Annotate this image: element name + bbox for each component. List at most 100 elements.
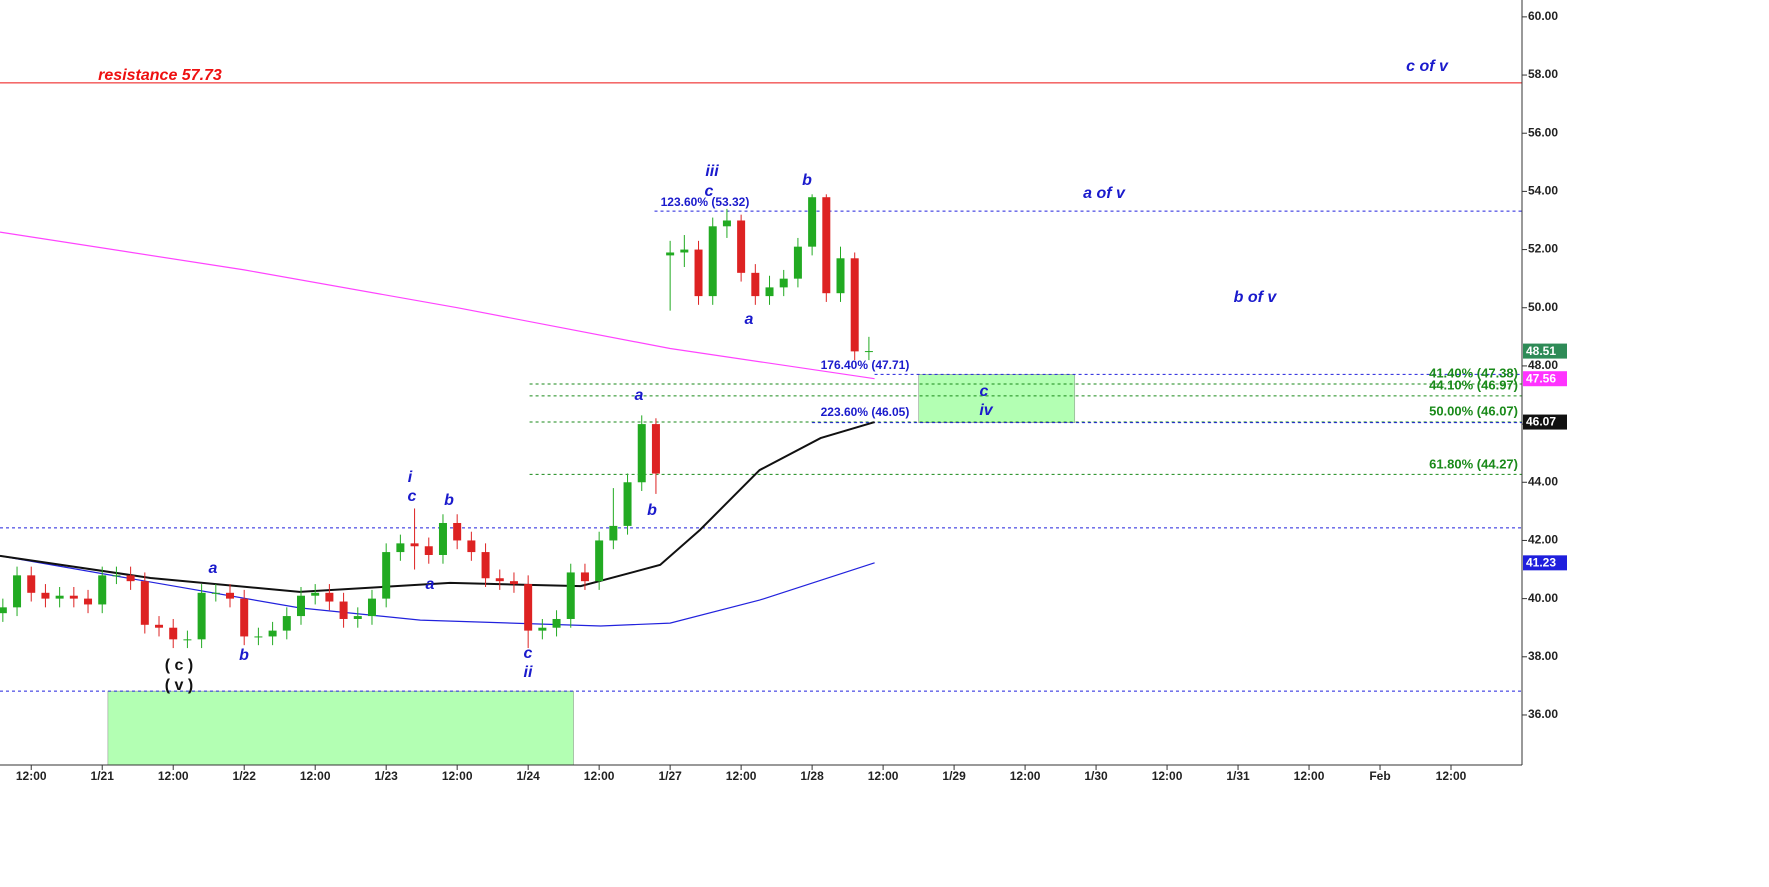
candle-body	[609, 525, 618, 541]
x-tick-label: 12:00	[1010, 769, 1041, 783]
candle-body	[722, 220, 731, 227]
annotation: ii	[524, 664, 533, 681]
price-tag	[1523, 371, 1567, 387]
candle-body	[538, 627, 547, 631]
moving-average	[0, 555, 875, 627]
candle-body	[0, 607, 7, 614]
candle-body	[126, 575, 135, 582]
annotation: c	[524, 645, 533, 662]
annotation: a	[209, 560, 218, 577]
candle-body	[666, 252, 675, 256]
annotation: 61.80% (44.27)	[1429, 456, 1518, 471]
candle-body	[765, 287, 774, 297]
x-tick-label: 1/21	[91, 769, 115, 783]
annotation: 223.60% (46.05)	[821, 405, 910, 419]
candle-body	[808, 197, 817, 247]
candle-body	[566, 572, 575, 619]
annotation: c of v	[1406, 58, 1449, 75]
candle-body	[467, 540, 476, 553]
x-tick-label: 1/24	[516, 769, 540, 783]
annotation: a	[635, 387, 644, 404]
y-tick-label: 36.00	[1528, 707, 1558, 721]
price-tag-label: 46.07	[1526, 415, 1556, 429]
candle-body	[453, 522, 462, 541]
moving-averages	[0, 231, 875, 627]
candle-body	[169, 627, 178, 640]
candle-body	[69, 595, 78, 599]
annotation: b of v	[1234, 289, 1278, 306]
price-tag-label: 48.51	[1526, 344, 1556, 358]
candle-body	[438, 522, 447, 555]
y-tick-label: 54.00	[1528, 184, 1558, 198]
candle-body	[410, 543, 419, 547]
candle-body	[367, 598, 376, 617]
x-tick-label: 1/28	[800, 769, 824, 783]
candle-body	[836, 258, 845, 294]
y-tick-label: 60.00	[1528, 9, 1558, 23]
annotation: 123.60% (53.32)	[661, 195, 750, 209]
candle-body	[268, 630, 277, 637]
annotation: a	[745, 311, 754, 328]
candle-body	[226, 592, 235, 599]
candle-body	[680, 249, 689, 253]
candle-body	[240, 598, 249, 637]
candle-body	[708, 226, 717, 297]
candle-body	[793, 246, 802, 279]
x-tick-label: 1/31	[1226, 769, 1250, 783]
y-tick-label: 48.00	[1528, 358, 1558, 372]
candle-body	[282, 616, 291, 631]
x-tick-label: 1/27	[658, 769, 682, 783]
annotation: 50.00% (46.07)	[1429, 403, 1518, 418]
annotation: resistance 57.73	[98, 67, 222, 84]
x-tick-label: 12:00	[584, 769, 615, 783]
candle-body	[509, 581, 518, 585]
annotation: 176.40% (47.71)	[821, 358, 910, 372]
x-tick-label: 12:00	[158, 769, 189, 783]
annotation: b	[647, 502, 657, 519]
y-tick-label: 56.00	[1528, 125, 1558, 139]
candle-body	[325, 592, 334, 602]
annotation: iv	[979, 402, 993, 419]
candle-body	[254, 636, 263, 638]
levels	[0, 82, 1522, 692]
price-tag	[1523, 414, 1567, 430]
candle-body	[779, 278, 788, 288]
candle-body	[13, 575, 22, 608]
candle-body	[396, 543, 405, 553]
candles	[0, 194, 873, 649]
x-tick-label: 12:00	[442, 769, 473, 783]
candle-body	[155, 624, 164, 628]
target-zone	[918, 374, 1076, 423]
annotation: ( v )	[165, 677, 193, 694]
candle-body	[424, 546, 433, 555]
annotation: 41.40% (47.38)	[1429, 365, 1518, 380]
annotation: b	[239, 647, 249, 664]
annotation: c	[408, 488, 417, 505]
moving-average	[0, 231, 875, 380]
y-tick-label: 50.00	[1528, 300, 1558, 314]
candle-body	[524, 584, 533, 631]
price-tag-label: 41.23	[1526, 556, 1556, 570]
x-tick-label: 1/22	[233, 769, 257, 783]
candle-body	[850, 258, 859, 352]
y-tick-label: 38.00	[1528, 649, 1558, 663]
annotation: ( c )	[165, 657, 193, 674]
price-tag-label: 47.56	[1526, 371, 1556, 385]
candle-body	[822, 197, 831, 294]
candle-body	[637, 424, 646, 483]
x-tick-label: 12:00	[726, 769, 757, 783]
candle-body	[112, 575, 121, 577]
candle-body	[580, 572, 589, 582]
x-tick-label: 1/23	[374, 769, 398, 783]
candle-body	[651, 424, 660, 474]
annotation: iii	[705, 163, 719, 180]
annotation: b	[802, 172, 812, 189]
moving-average	[0, 421, 875, 593]
x-tick-label: 12:00	[300, 769, 331, 783]
candle-body	[140, 581, 149, 625]
annotation: b	[444, 492, 454, 509]
candle-body	[737, 220, 746, 273]
x-tick-label: Feb	[1369, 769, 1390, 783]
x-tick-label: 12:00	[1152, 769, 1183, 783]
